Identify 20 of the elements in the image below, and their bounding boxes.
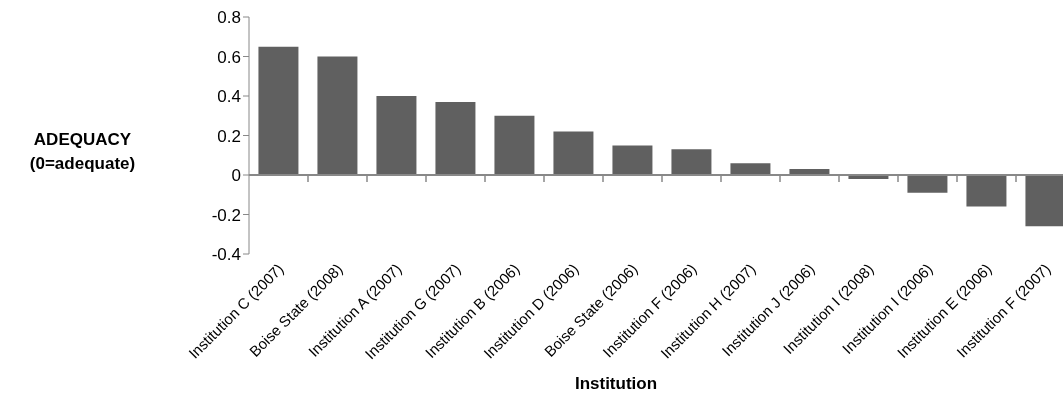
bar bbox=[435, 101, 476, 175]
bar bbox=[966, 175, 1007, 207]
y-tick-label: 0.6 bbox=[217, 47, 241, 67]
y-tick-label: -0.4 bbox=[211, 245, 241, 265]
bar bbox=[730, 163, 771, 175]
bar bbox=[553, 131, 594, 175]
bar bbox=[907, 175, 948, 193]
bar bbox=[258, 46, 299, 175]
x-axis-title: Institution bbox=[573, 374, 659, 394]
bar bbox=[376, 96, 417, 175]
bar bbox=[671, 149, 712, 175]
y-tick-label: -0.2 bbox=[211, 205, 241, 225]
y-axis-title: ADEQUACY (0=adequate) bbox=[28, 129, 137, 175]
y-tick-label: 0 bbox=[231, 166, 241, 186]
y-tick-label: 0.2 bbox=[217, 126, 241, 146]
bar bbox=[317, 56, 358, 175]
y-tick-label: 0.8 bbox=[217, 8, 241, 28]
bar bbox=[612, 145, 653, 175]
y-tick-label: 0.4 bbox=[217, 87, 241, 107]
bar bbox=[494, 115, 535, 175]
